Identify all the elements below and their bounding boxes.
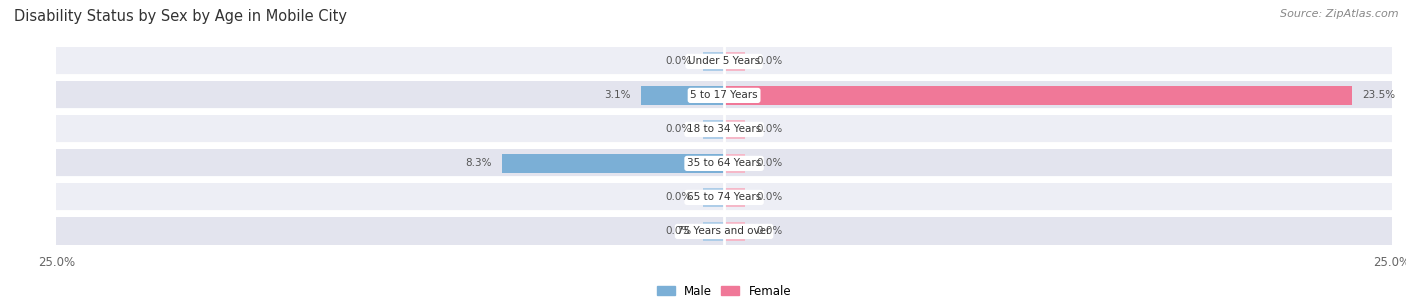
Bar [56, 81, 1392, 109]
Bar [703, 188, 724, 207]
Bar [56, 48, 1392, 75]
Bar [56, 217, 1392, 245]
Legend: Male, Female: Male, Female [652, 280, 796, 302]
Text: Source: ZipAtlas.com: Source: ZipAtlas.com [1281, 9, 1399, 19]
Bar [724, 154, 745, 173]
Bar [724, 188, 745, 207]
Text: Disability Status by Sex by Age in Mobile City: Disability Status by Sex by Age in Mobil… [14, 9, 347, 24]
Text: 0.0%: 0.0% [756, 226, 782, 236]
Bar [56, 116, 1392, 143]
Bar [502, 154, 724, 173]
Text: 65 to 74 Years: 65 to 74 Years [688, 192, 761, 203]
Bar [724, 222, 745, 241]
Bar [724, 86, 1353, 105]
Bar [703, 120, 724, 139]
Text: 0.0%: 0.0% [666, 226, 692, 236]
Text: 0.0%: 0.0% [756, 56, 782, 66]
Text: 75 Years and over: 75 Years and over [678, 226, 770, 236]
Text: 8.3%: 8.3% [465, 158, 492, 168]
Text: 35 to 64 Years: 35 to 64 Years [688, 158, 761, 168]
Text: 5 to 17 Years: 5 to 17 Years [690, 90, 758, 100]
Bar [724, 120, 745, 139]
Bar [641, 86, 724, 105]
Bar [703, 222, 724, 241]
Bar [56, 184, 1392, 211]
Bar [703, 52, 724, 71]
Text: 0.0%: 0.0% [756, 158, 782, 168]
Bar [724, 52, 745, 71]
Text: 18 to 34 Years: 18 to 34 Years [688, 124, 761, 135]
Text: 0.0%: 0.0% [756, 124, 782, 135]
Text: 0.0%: 0.0% [666, 124, 692, 135]
Bar [56, 149, 1392, 177]
Text: 23.5%: 23.5% [1362, 90, 1396, 100]
Text: 0.0%: 0.0% [666, 192, 692, 203]
Text: 0.0%: 0.0% [756, 192, 782, 203]
Text: 0.0%: 0.0% [666, 56, 692, 66]
Text: Under 5 Years: Under 5 Years [688, 56, 761, 66]
Text: 3.1%: 3.1% [605, 90, 630, 100]
